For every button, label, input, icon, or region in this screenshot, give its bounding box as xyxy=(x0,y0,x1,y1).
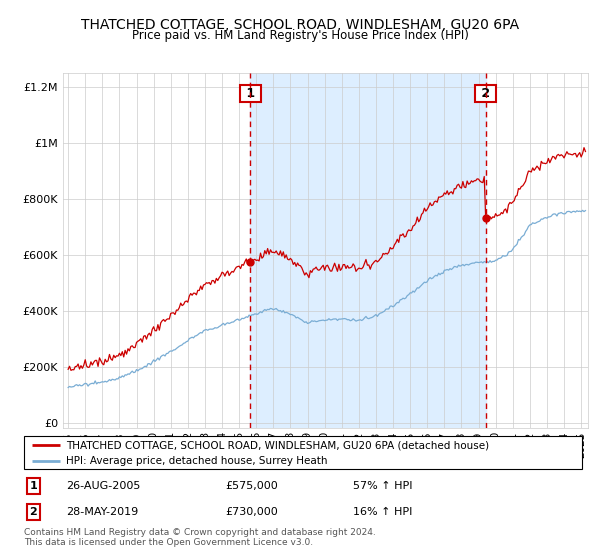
Text: 28-MAY-2019: 28-MAY-2019 xyxy=(66,507,138,517)
Text: 1: 1 xyxy=(242,87,259,100)
Text: This data is licensed under the Open Government Licence v3.0.: This data is licensed under the Open Gov… xyxy=(24,538,313,547)
Text: 26-AUG-2005: 26-AUG-2005 xyxy=(66,481,140,491)
Text: 2: 2 xyxy=(29,507,37,517)
Text: 57% ↑ HPI: 57% ↑ HPI xyxy=(353,481,413,491)
Text: £730,000: £730,000 xyxy=(225,507,278,517)
Text: Price paid vs. HM Land Registry's House Price Index (HPI): Price paid vs. HM Land Registry's House … xyxy=(131,29,469,42)
Text: £575,000: £575,000 xyxy=(225,481,278,491)
Text: 16% ↑ HPI: 16% ↑ HPI xyxy=(353,507,413,517)
Text: 1: 1 xyxy=(29,481,37,491)
Text: THATCHED COTTAGE, SCHOOL ROAD, WINDLESHAM, GU20 6PA (detached house): THATCHED COTTAGE, SCHOOL ROAD, WINDLESHA… xyxy=(66,440,489,450)
Text: THATCHED COTTAGE, SCHOOL ROAD, WINDLESHAM, GU20 6PA: THATCHED COTTAGE, SCHOOL ROAD, WINDLESHA… xyxy=(81,18,519,32)
FancyBboxPatch shape xyxy=(24,436,582,469)
Text: 2: 2 xyxy=(477,87,494,100)
Text: HPI: Average price, detached house, Surrey Heath: HPI: Average price, detached house, Surr… xyxy=(66,455,328,465)
Bar xyxy=(250,73,485,428)
Text: Contains HM Land Registry data © Crown copyright and database right 2024.: Contains HM Land Registry data © Crown c… xyxy=(24,528,376,536)
